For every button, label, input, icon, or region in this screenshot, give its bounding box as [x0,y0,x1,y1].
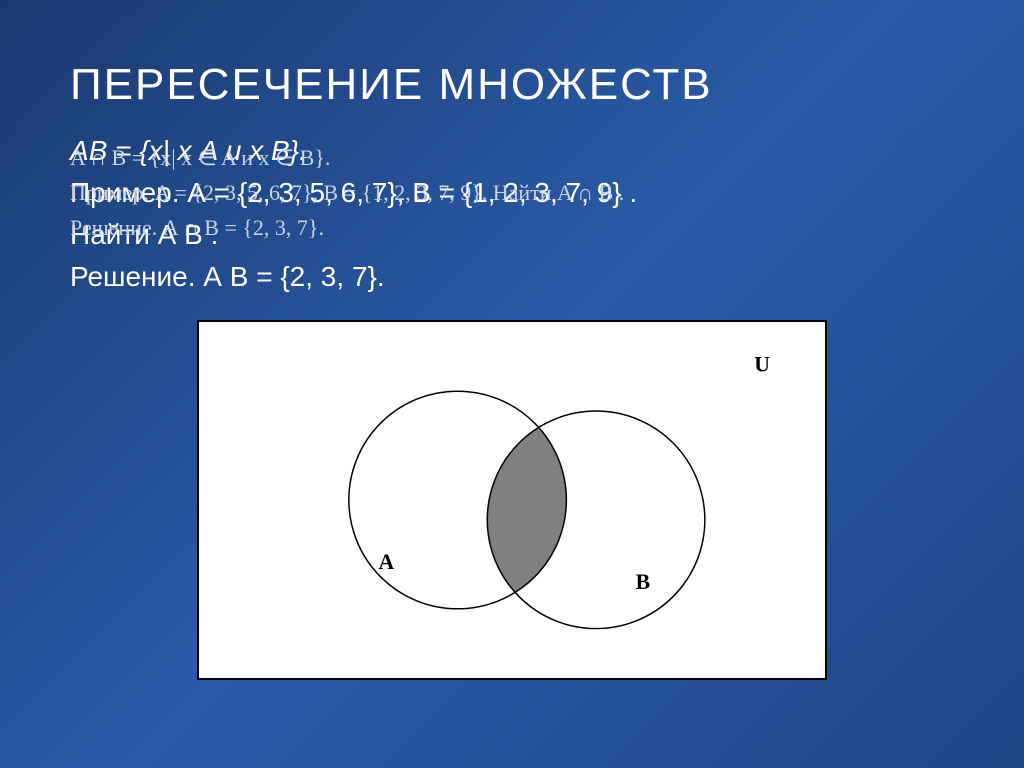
text-layer-back: A ∩ B = {x| x ∈ A и x ∈ B}. Пример. A = … [70,140,954,246]
svg-text:A: A [379,550,395,574]
slide-title: ПЕРЕСЕЧЕНИЕ МНОЖЕСТВ [0,0,1024,130]
definition-line-back: A ∩ B = {x| x ∈ A и x ∈ B}. [70,140,954,175]
solution-line-front: Решение. А В = {2, 3, 7}. [70,256,954,298]
venn-diagram: U A B [199,322,825,678]
svg-text:B: B [636,570,651,594]
content-area: АВ = {х| х А и х В}. Пример. А = {2, 3, … [0,130,1024,680]
solution-line-back: Решение. A ∩ B = {2, 3, 7}. [70,210,954,245]
example-line-back: Пример. A = {2, 3, 5, 6, 7}, B = {1, 2, … [70,175,954,210]
venn-diagram-container: U A B [197,320,827,680]
svg-text:U: U [754,352,770,376]
overlapping-text: АВ = {х| х А и х В}. Пример. А = {2, 3, … [70,130,954,310]
